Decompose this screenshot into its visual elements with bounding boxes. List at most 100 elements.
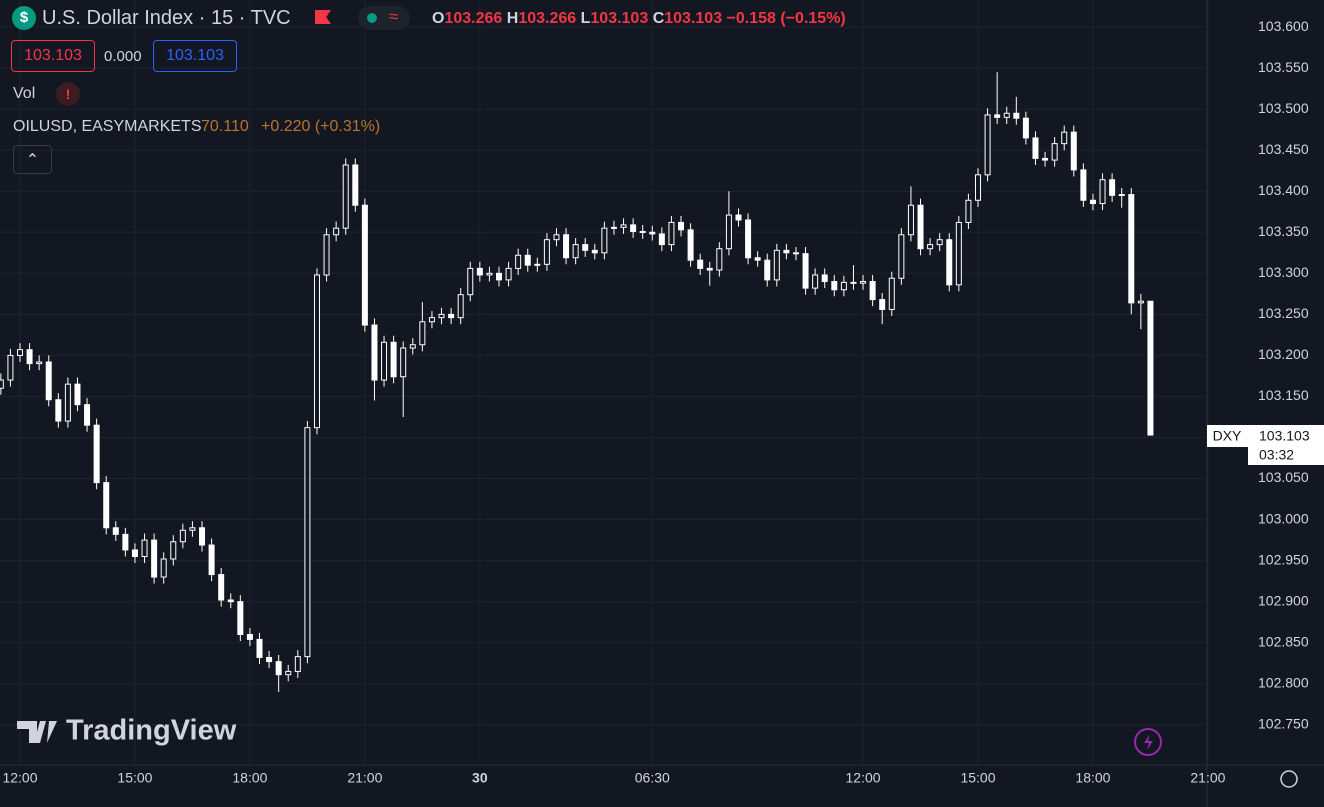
flag[interactable] (315, 10, 331, 24)
candle-body (975, 174, 981, 201)
candle-body (927, 244, 934, 250)
candle-body (907, 204, 914, 236)
collapse-button[interactable]: ⌃ (13, 145, 52, 174)
candle-body (256, 638, 263, 658)
price-tag-symbol: DXY (1213, 428, 1242, 444)
candle-body (792, 252, 799, 255)
x-tick-label: 21:00 (347, 770, 382, 786)
h-label: H (506, 10, 519, 27)
y-tick-label: 103.350 (1258, 223, 1309, 239)
candle-body (304, 427, 311, 658)
overlay-change: +0.220 (+0.31%) (261, 118, 381, 135)
candle-body (275, 661, 282, 676)
candle-body (409, 344, 416, 349)
price-tag-countdown: 03:32 (1259, 447, 1294, 463)
candle-body (1061, 131, 1068, 145)
candle-body (1032, 137, 1039, 159)
ohlc: O103.266 H103.266 L103.103 C103.103 −0.1… (432, 10, 846, 28)
candle-body (419, 321, 426, 346)
candle-body (994, 114, 1001, 118)
candle-body (151, 539, 158, 578)
symbol-icon: $ (12, 6, 36, 30)
vol-alert[interactable]: ! (56, 82, 80, 106)
flash-icon (1144, 734, 1153, 750)
candle-body (1089, 199, 1096, 205)
candle-body (352, 164, 359, 206)
x-tick-label: 21:00 (1190, 770, 1225, 786)
y-tick-label: 103.050 (1258, 469, 1309, 485)
candle-body (227, 599, 234, 603)
candle-body (1128, 194, 1135, 304)
y-tick-label: 102.950 (1258, 551, 1309, 567)
candle-body (572, 244, 579, 259)
y-tick-label: 102.800 (1258, 674, 1309, 690)
candle-body (448, 313, 455, 319)
candle-body (888, 277, 895, 310)
candle-body (869, 281, 876, 301)
flash-button[interactable] (1134, 728, 1162, 756)
candle-body (1109, 179, 1116, 196)
candle-body (189, 527, 196, 531)
candle-body (1022, 117, 1029, 139)
spread: 0.000 (104, 48, 142, 65)
candle-body (524, 254, 531, 266)
candle-body (476, 267, 483, 276)
candle-body (342, 164, 349, 229)
y-tick-label: 103.550 (1258, 59, 1309, 75)
candle-body (294, 656, 301, 672)
market-open-dot (367, 13, 377, 23)
sell-button[interactable]: 103.103 (11, 40, 95, 72)
h-value: 103.266 (518, 10, 577, 27)
candle-body (333, 227, 340, 236)
settings-button[interactable] (1280, 770, 1298, 788)
candle-body (428, 317, 435, 323)
candle-body (668, 221, 675, 246)
price-tag-bg (1248, 425, 1324, 465)
watermark-logo (17, 721, 57, 743)
candle-body (323, 234, 330, 276)
candle-body (697, 259, 704, 269)
candle-body (860, 281, 867, 284)
candle-body (745, 219, 752, 259)
candle-body (7, 354, 14, 381)
x-tick-label: 15:00 (960, 770, 995, 786)
candle-body (26, 349, 33, 365)
x-tick-label: 06:30 (635, 770, 670, 786)
price-tag-price: 103.103 (1259, 428, 1310, 444)
x-tick-label: 12:00 (2, 770, 37, 786)
candle-body (601, 227, 608, 254)
candle-body (840, 281, 847, 291)
candle-body (687, 229, 694, 261)
candle-body (630, 224, 637, 232)
candle-body (390, 341, 397, 378)
candle-body (74, 383, 81, 406)
candle-body (850, 281, 857, 284)
candle-body (1003, 112, 1010, 118)
candle-body (0, 379, 4, 389)
price-tag-symbol-bg (1207, 425, 1248, 447)
candle-body (246, 633, 253, 640)
candle-body (1070, 131, 1077, 171)
candle-body (361, 204, 368, 326)
candle-body (1042, 157, 1049, 161)
candle-body (678, 221, 685, 231)
candle-body (620, 224, 627, 228)
symbol-title[interactable]: U.S. Dollar Index · 15 · TVC (42, 7, 291, 29)
candle-body (93, 424, 100, 484)
candle-body (658, 233, 665, 246)
change: −0.158 (−0.15%) (726, 10, 846, 27)
candle-body (1080, 169, 1087, 201)
candle-body (610, 226, 617, 229)
candle-body (543, 239, 550, 265)
candle-body (955, 221, 962, 286)
candle-body (438, 313, 445, 319)
y-tick-label: 103.300 (1258, 264, 1309, 280)
candle-body (821, 274, 828, 283)
candle-body (17, 349, 23, 356)
buy-button[interactable]: 103.103 (153, 40, 237, 72)
candle-body (381, 341, 388, 381)
y-tick-label: 103.150 (1258, 387, 1309, 403)
candle-body (764, 259, 771, 281)
candle-body (371, 324, 378, 381)
